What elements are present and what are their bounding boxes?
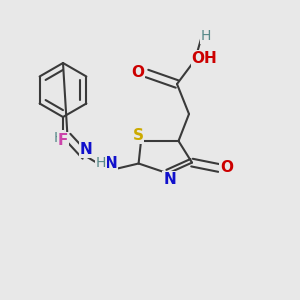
Text: O: O — [131, 65, 145, 80]
Text: H: H — [200, 29, 211, 43]
Text: H: H — [53, 131, 64, 145]
Text: F: F — [58, 133, 68, 148]
Text: N: N — [105, 156, 117, 171]
Text: S: S — [133, 128, 143, 143]
Text: N: N — [80, 142, 93, 157]
Text: N: N — [163, 172, 176, 187]
Text: OH: OH — [192, 51, 218, 66]
Text: H: H — [96, 156, 106, 170]
Text: O: O — [220, 160, 233, 175]
